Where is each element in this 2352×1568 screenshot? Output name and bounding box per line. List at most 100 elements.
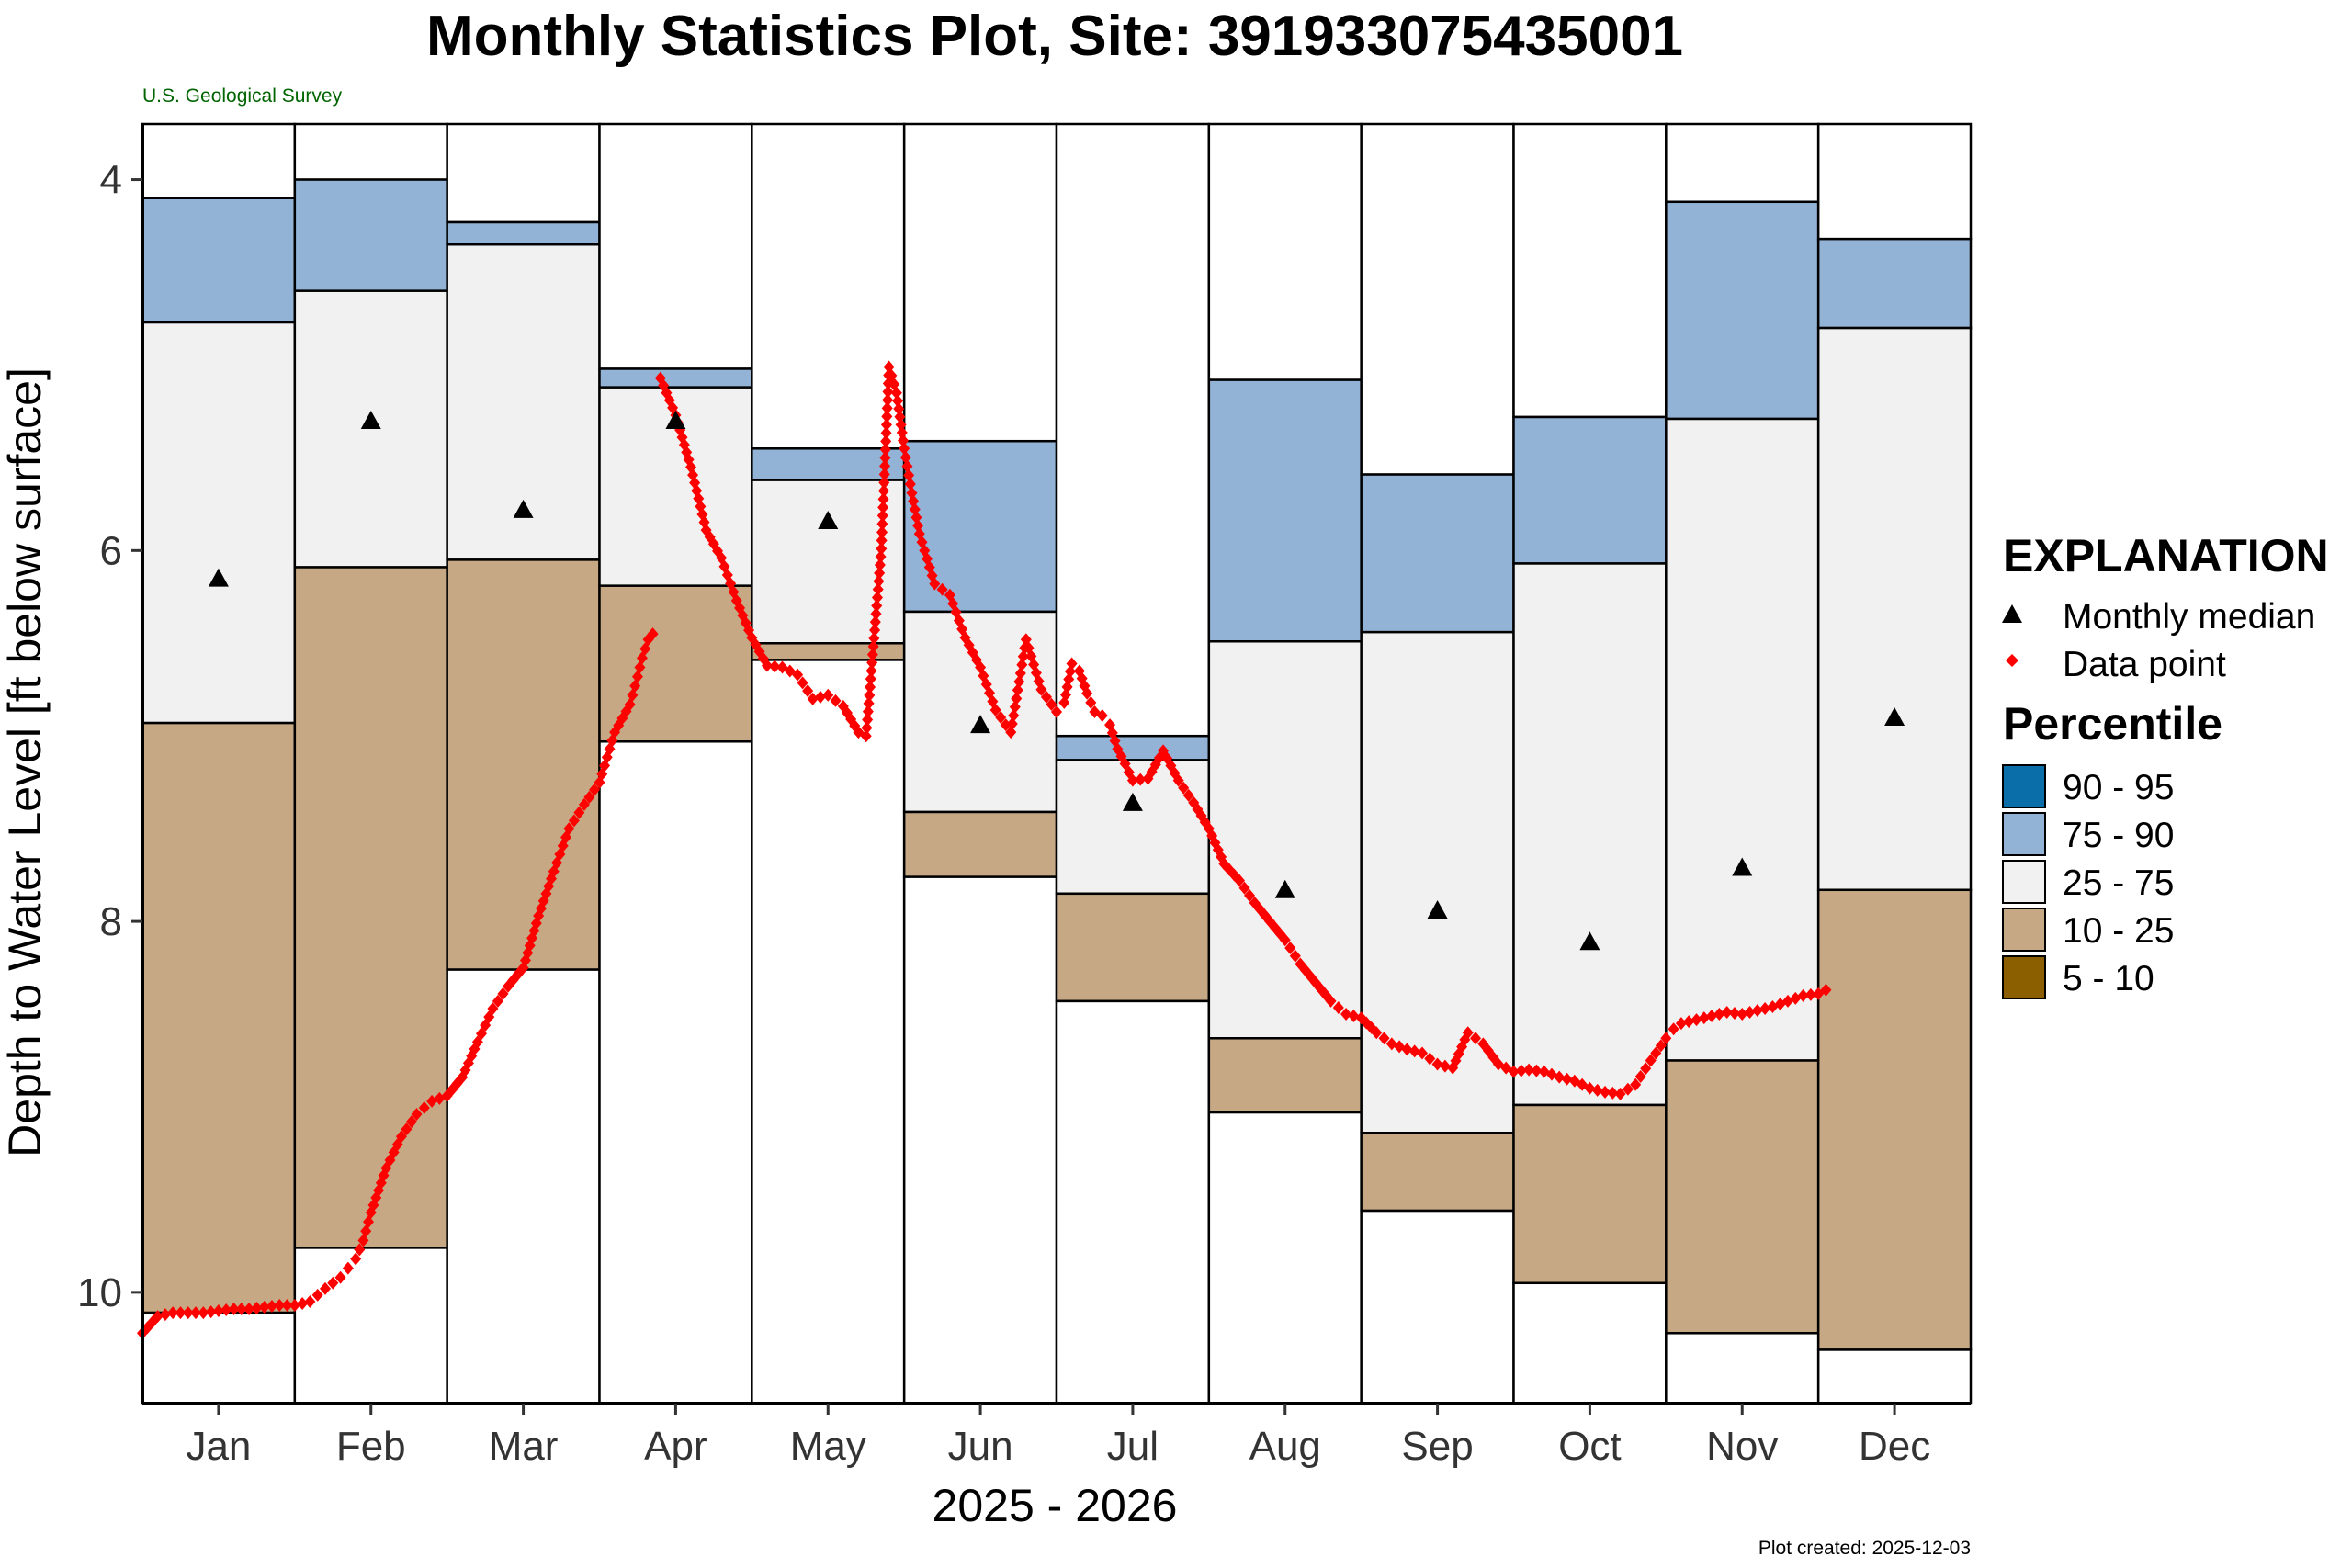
band-25-75-oct <box>1512 562 1668 1107</box>
data-point <box>899 450 911 464</box>
data-point <box>152 1310 164 1324</box>
data-point <box>297 1296 309 1310</box>
data-point <box>876 534 888 547</box>
data-point <box>182 1306 194 1320</box>
data-point <box>761 659 773 672</box>
data-point <box>876 525 888 539</box>
data-point <box>198 1306 209 1320</box>
data-point <box>1797 988 1809 1002</box>
band-10-25-sep <box>1360 1131 1515 1213</box>
data-point <box>1371 1026 1383 1040</box>
data-point <box>881 410 893 423</box>
data-point <box>1622 1082 1634 1096</box>
data-point <box>880 426 892 440</box>
data-point <box>879 459 891 473</box>
band-25-75-jun <box>902 610 1058 814</box>
data-point <box>1561 1072 1573 1086</box>
band-10-25-jul <box>1055 892 1211 1003</box>
band-75-90-mar <box>446 220 601 246</box>
data-point <box>1096 709 1108 723</box>
data-point <box>871 591 883 604</box>
data-point <box>1006 717 1018 731</box>
data-point <box>1668 1022 1679 1036</box>
data-point <box>220 1303 232 1317</box>
legend-swatch <box>2002 955 2046 999</box>
data-point <box>892 394 904 408</box>
data-point <box>867 639 879 653</box>
legend: EXPLANATION Monthly median Data point Pe… <box>2002 530 2329 999</box>
band-below-10-sep <box>1360 1209 1515 1405</box>
band-below-10-jun <box>902 875 1058 1405</box>
data-point <box>1751 1004 1763 1018</box>
data-point <box>320 1281 331 1295</box>
data-point <box>877 501 889 514</box>
data-point <box>1728 1007 1740 1021</box>
data-point <box>1012 683 1023 697</box>
median-marker-aug <box>1274 879 1295 898</box>
data-point <box>1706 1010 1718 1023</box>
x-tick-label-jun: Jun <box>948 1424 1013 1469</box>
band-25-75-feb <box>293 289 448 569</box>
x-tick-label-jan: Jan <box>186 1424 251 1469</box>
band-75-90-jan <box>141 197 297 324</box>
data-point <box>890 386 902 400</box>
data-point <box>879 443 891 457</box>
band-75-90-jul <box>1055 734 1211 761</box>
band-above-90-feb <box>293 122 448 181</box>
data-point <box>497 987 509 1000</box>
data-point <box>266 1300 277 1314</box>
median-marker-jan <box>208 568 229 587</box>
percentile-bands <box>141 122 1973 1405</box>
data-point <box>814 690 826 704</box>
data-point <box>1634 1070 1646 1084</box>
median-marker-feb <box>360 411 381 430</box>
data-point <box>875 550 887 564</box>
legend-swatch <box>2002 860 2046 904</box>
data-point <box>1660 1032 1672 1045</box>
data-point <box>896 425 908 439</box>
data-point <box>1284 942 1296 955</box>
median-marker-may <box>818 511 839 530</box>
legend-swatch-label: 75 - 90 <box>2063 816 2174 855</box>
data-point <box>893 402 905 416</box>
data-point <box>334 1270 346 1284</box>
data-point <box>894 410 906 423</box>
data-point <box>159 1308 171 1322</box>
data-point <box>1713 1008 1725 1021</box>
data-point <box>1013 675 1025 689</box>
data-point <box>874 566 886 580</box>
data-point <box>822 688 834 702</box>
y-tick-label: 8 <box>100 899 122 944</box>
data-point <box>1417 1046 1428 1060</box>
data-point <box>1126 773 1138 787</box>
data-point <box>405 1115 417 1129</box>
data-point <box>1424 1052 1436 1066</box>
data-point <box>1017 649 1029 663</box>
median-marker-jun <box>970 715 991 734</box>
data-point <box>235 1303 247 1316</box>
data-point <box>1744 1006 1756 1020</box>
band-above-90-mar <box>446 122 601 224</box>
x-tick-label-mar: Mar <box>489 1424 559 1469</box>
data-point <box>1085 695 1097 709</box>
data-point <box>1470 1032 1482 1045</box>
band-below-10-jan <box>141 1311 297 1405</box>
chart-title: Monthly Statistics Plot, Site: 391933075… <box>426 5 1683 68</box>
band-75-90-feb <box>293 178 448 292</box>
data-point <box>876 542 888 556</box>
legend-swatch-label: 10 - 25 <box>2063 911 2174 951</box>
data-point <box>1721 1006 1733 1020</box>
agency-label: U.S. Geological Survey <box>142 85 343 107</box>
data-point <box>882 385 894 399</box>
data-point <box>1182 788 1194 802</box>
median-marker-nov <box>1732 857 1753 876</box>
data-point <box>1040 690 1052 704</box>
data-point <box>487 1001 499 1015</box>
data-point <box>862 705 874 718</box>
band-below-10-jul <box>1055 999 1211 1405</box>
data-point <box>342 1261 354 1275</box>
data-point <box>995 711 1007 725</box>
x-tick-label-oct: Oct <box>1558 1424 1621 1469</box>
data-point <box>881 401 893 415</box>
